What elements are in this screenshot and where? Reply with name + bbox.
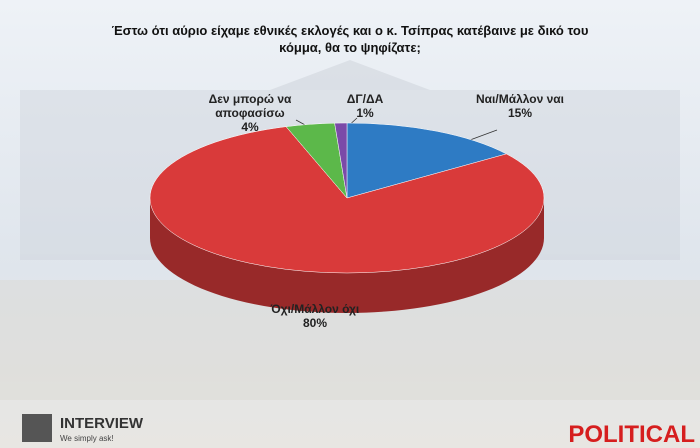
data-label: ΔΓ/ΔΑ 1% <box>345 92 385 120</box>
logo-icon <box>22 414 52 442</box>
label-name: Δεν μπορώ να αποφασίσω <box>208 92 292 120</box>
left-logo: INTERVIEW <box>60 415 144 432</box>
data-label: Δεν μπορώ να αποφασίσω 4% <box>200 92 300 134</box>
label-value: 80% <box>302 316 328 330</box>
data-label: Ναι/Μάλλον ναι 15% <box>470 92 570 120</box>
data-label: Όχι/Μάλλον όχι 80% <box>265 302 365 330</box>
slice-side <box>150 198 544 313</box>
label-value: 4% <box>241 120 259 134</box>
pie-slice <box>346 122 508 199</box>
label-name: Όχι/Μάλλον όχι <box>270 302 360 316</box>
pie-slice <box>149 126 545 274</box>
left-tagline: We simply ask! <box>60 434 114 443</box>
label-name: Ναι/Μάλλον ναι <box>475 92 564 106</box>
label-value: 15% <box>507 106 533 120</box>
pie-slice <box>334 122 348 199</box>
leader-line <box>469 129 498 141</box>
label-value: 1% <box>356 106 374 120</box>
chart-title: Έστω ότι αύριο είχαμε εθνικές εκλογές κα… <box>111 23 589 55</box>
right-logo: POLITICAL <box>568 421 695 448</box>
label-name: ΔΓ/ΔΑ <box>346 92 384 106</box>
